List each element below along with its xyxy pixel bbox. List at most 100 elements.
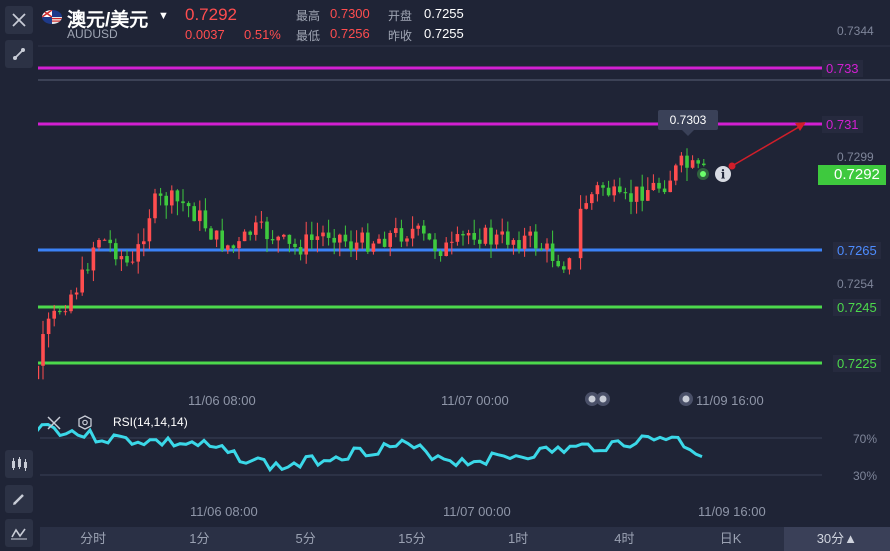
rsi-indicator-label[interactable]: RSI(14,14,14): [113, 415, 188, 429]
high-value: 0.7300: [330, 6, 370, 21]
candle: [371, 243, 376, 252]
wave-icon: [11, 528, 27, 540]
tf-day[interactable]: 日K: [719, 531, 742, 546]
candles-group: [2, 148, 706, 402]
price-tick: 0.7344: [837, 24, 874, 38]
candle: [690, 160, 695, 168]
close-icon: [12, 13, 26, 27]
rsi-close-icon[interactable]: [47, 416, 61, 430]
pair-dropdown-icon[interactable]: ▼: [158, 10, 169, 22]
candle: [556, 260, 560, 267]
candle: [153, 193, 157, 219]
candle: [226, 245, 230, 250]
candle: [254, 222, 258, 235]
candle: [91, 247, 96, 271]
candle: [545, 243, 549, 250]
candle: [315, 236, 320, 240]
candle: [242, 231, 247, 242]
candle: [282, 234, 286, 237]
low-label: 最低: [296, 29, 321, 43]
candle: [590, 194, 594, 204]
candle: [584, 203, 588, 209]
candle: [130, 261, 135, 263]
pen-icon: [13, 494, 24, 505]
candle: [606, 187, 611, 196]
close-button[interactable]: [5, 6, 33, 34]
level-tag-07225[interactable]: 0.7225: [833, 355, 881, 372]
candle: [360, 232, 364, 243]
candle: [668, 180, 672, 193]
rsi-settings-icon[interactable]: [78, 415, 92, 430]
event-marker-1-dot: [588, 395, 596, 403]
tf-4h[interactable]: 4时: [614, 531, 635, 546]
price-tooltip: 0.7303: [658, 110, 718, 130]
current-price-tag: 0.7292: [818, 165, 886, 185]
tf-5m[interactable]: 5分: [295, 531, 316, 546]
candle: [629, 193, 633, 202]
candle: [595, 185, 600, 195]
time-label: 11/06 08:00: [188, 393, 256, 408]
candle: [349, 241, 353, 250]
candle: [310, 234, 314, 240]
candle: [478, 239, 482, 244]
candle: [405, 238, 409, 242]
candle: [41, 334, 45, 366]
tf-30m-selected[interactable]: 30分▲: [783, 527, 890, 551]
tf-tick[interactable]: 分时: [80, 531, 107, 546]
candle: [388, 232, 392, 247]
tf-1h[interactable]: 1时: [508, 531, 529, 546]
candle: [181, 201, 185, 204]
candle: [142, 241, 146, 245]
candle: [147, 218, 152, 242]
candle: [46, 318, 51, 335]
rsi-level: 70%: [853, 432, 878, 446]
level-tag-0731[interactable]: 0.731: [822, 116, 863, 133]
pen-button[interactable]: [5, 485, 33, 513]
candle: [52, 310, 56, 319]
draw-line-button[interactable]: [5, 40, 33, 68]
price-change-pct: 0.51%: [244, 27, 281, 42]
candle: [114, 243, 118, 260]
candle: [618, 186, 622, 193]
candle: [265, 221, 269, 240]
candle: [612, 186, 616, 196]
level-tag-0733[interactable]: 0.733: [822, 60, 863, 77]
candle: [86, 269, 90, 271]
price-tick: 0.7299: [837, 150, 874, 164]
candle: [125, 256, 129, 263]
candle: [450, 241, 454, 243]
candle: [304, 234, 308, 255]
level-tag-07245[interactable]: 0.7245: [833, 299, 881, 316]
level-tag-07265[interactable]: 0.7265: [833, 242, 881, 259]
wave-button[interactable]: [5, 519, 33, 547]
tf-15m[interactable]: 15分: [398, 531, 426, 546]
candle: [377, 238, 381, 244]
open-label: 开盘: [388, 9, 413, 23]
candle: [209, 228, 213, 240]
candle: [433, 239, 437, 252]
candle: [534, 231, 538, 249]
info-icon[interactable]: [715, 166, 731, 182]
candle: [399, 228, 404, 242]
candle: [158, 193, 163, 196]
svg-text:i: i: [721, 168, 726, 182]
candle: [623, 192, 628, 194]
timeframe-bar: 分时 1分 5分 15分 1时 4时 日K 30分▲: [40, 527, 890, 551]
last-price: 0.7292: [185, 5, 237, 24]
candle: [108, 239, 112, 244]
candle: [170, 190, 174, 206]
indicator-button[interactable]: [5, 450, 33, 478]
candle: [58, 310, 62, 313]
pair-name[interactable]: 澳元/美元: [67, 10, 149, 31]
candle: [702, 163, 706, 166]
candle: [270, 239, 275, 241]
candle: [136, 244, 140, 262]
candle: [102, 239, 107, 241]
low-value: 0.7256: [330, 26, 370, 41]
tf-1m[interactable]: 1分: [189, 531, 210, 546]
trend-arrow[interactable]: [731, 123, 805, 167]
candle: [293, 243, 297, 248]
candle: [422, 225, 426, 234]
prev-close-value: 0.7255: [424, 26, 464, 41]
